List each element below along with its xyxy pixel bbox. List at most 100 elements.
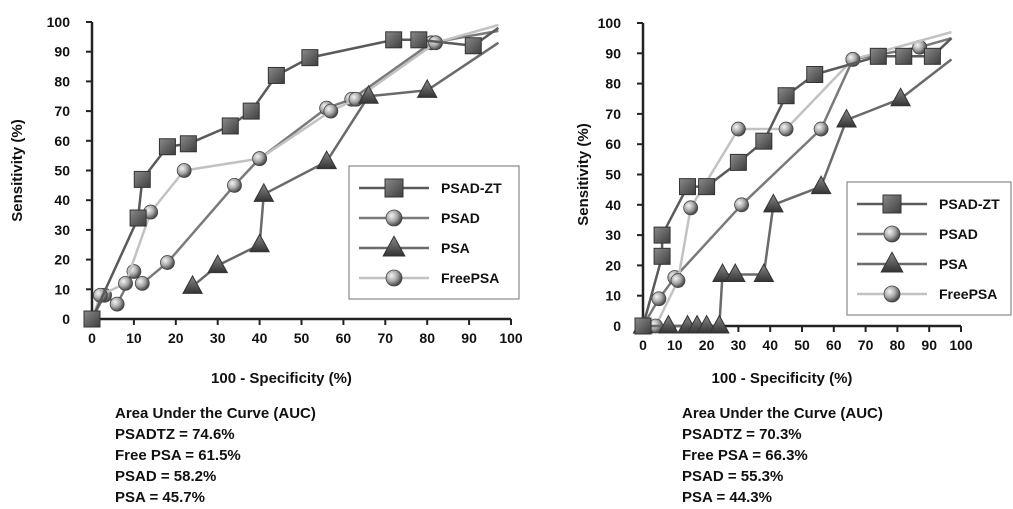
auc-line: PSA = 44.3% [682,489,772,506]
x-tick-label: 30 [731,337,747,353]
data-point-freepsa [778,121,794,137]
y-tick-label: 90 [605,45,621,61]
legend-marker-psad [385,209,403,227]
x-axis-title: 100 - Specificity (%) [712,370,853,387]
y-tick-label: 20 [605,257,621,273]
x-tick-label: 50 [794,337,810,353]
y-tick-label: 30 [605,227,621,243]
y-tick-label: 50 [605,167,621,183]
data-point-freepsa [176,163,192,178]
legend-label: FreePSA [441,270,499,286]
y-tick-label: 80 [605,76,621,92]
data-point-psa [316,150,338,170]
x-tick-label: 10 [667,337,683,353]
data-point-psad-zt [923,47,941,65]
y-axis-title: Sensitivity (%) [9,119,26,222]
x-tick-label: 90 [921,337,937,353]
y-tick-label: 30 [54,222,70,238]
data-point-psad-zt [410,31,428,49]
data-point-freepsa [252,151,268,167]
data-point-psa [810,175,832,195]
series-line-psa [191,41,500,288]
data-point-psa [182,274,204,294]
legend-marker-freepsa [385,269,403,287]
x-tick-label: 100 [949,337,973,353]
x-axis-title: 100 - Specificity (%) [211,370,352,387]
data-point-psad [734,197,749,213]
x-tick-label: 10 [126,330,142,346]
auc-line: PSAD = 55.3% [682,468,783,485]
data-point-psad [109,296,125,312]
y-tick-label: 0 [613,318,621,334]
legend-label: PSAD [441,210,480,226]
auc-line: PSADTZ = 70.3% [682,426,802,443]
data-point-psa [724,263,746,283]
y-tick-label: 50 [54,163,70,179]
x-tick-label: 60 [826,337,842,353]
data-point-psad-zt [777,87,795,105]
y-axis-title: Sensitivity (%) [575,123,592,226]
data-point-psa [708,314,730,334]
legend-label: FreePSA [939,286,997,302]
data-point-psa [712,263,733,283]
data-point-psad-zt [653,226,671,244]
legend-marker-freepsa [883,285,901,303]
legend-marker-psad [883,225,901,243]
legend-marker-psad-zt [882,194,902,214]
data-point-psa [657,314,679,334]
data-point-psad [227,177,242,193]
legend-label: PSAD [939,226,978,242]
data-point-psad-zt [464,37,482,55]
x-tick-label: 30 [210,330,226,346]
y-tick-label: 70 [54,103,70,119]
data-point-freepsa [670,273,686,288]
y-tick-label: 20 [54,252,70,268]
series-line-freepsa [643,30,952,328]
y-tick-label: 40 [54,192,70,208]
data-point-freepsa [683,200,699,216]
data-point-psa [249,233,271,253]
data-point-psad-zt [221,117,239,135]
series-line-freepsa [90,23,499,320]
data-point-freepsa [323,103,339,119]
auc-line: Free PSA = 66.3% [682,447,808,464]
data-point-psad-zt [301,49,319,67]
auc-line: PSA = 45.7% [115,489,205,506]
data-point-psad-zt [129,209,147,227]
auc-title: Area Under the Curve (AUC) [115,405,316,422]
auc-line: Free PSA = 61.5% [115,447,241,464]
data-point-freepsa [731,121,746,137]
y-tick-label: 40 [605,197,621,213]
y-tick-label: 10 [54,281,70,297]
data-point-psad-zt [267,66,285,84]
x-tick-label: 40 [762,337,778,353]
data-point-psad-zt [158,138,176,156]
auc-title: Area Under the Curve (AUC) [682,405,883,422]
data-point-psad-zt [242,102,260,120]
data-point-psad [160,255,175,270]
y-tick-label: 70 [605,106,621,122]
y-tick-label: 10 [605,288,621,304]
data-point-psa [753,263,775,283]
legend: PSAD-ZT PSAD PSA FreePSA [348,165,520,300]
data-point-psad-zt [133,170,151,188]
chart-panel-1: 0 10 20 30 40 50 60 70 80 90 100 0 10 20 30 40 50 60 70 80 9… [9,14,523,506]
y-tick-label: 90 [54,44,70,60]
data-point-psa [253,182,275,202]
chart-panel-2: 0 10 20 30 40 50 60 70 80 90 100 0 10 20 30 40 50 60 70 80 9… [575,15,1012,506]
legend-label: PSA [441,240,470,256]
data-point-psad-zt [869,47,887,65]
data-point-psad-zt [653,247,671,265]
legend-marker-psad-zt [384,178,404,198]
data-point-psad [813,121,829,137]
auc-line: PSAD = 58.2% [115,468,216,485]
x-tick-label: 60 [336,330,352,346]
x-tick-label: 80 [419,330,435,346]
data-point-psad-zt [634,317,652,335]
x-tick-label: 70 [858,337,874,353]
x-tick-label: 80 [890,337,906,353]
legend-label: PSAD-ZT [939,196,1000,212]
data-point-psad-zt [83,310,101,328]
x-tick-label: 20 [699,337,715,353]
y-tick-label: 100 [47,14,71,30]
